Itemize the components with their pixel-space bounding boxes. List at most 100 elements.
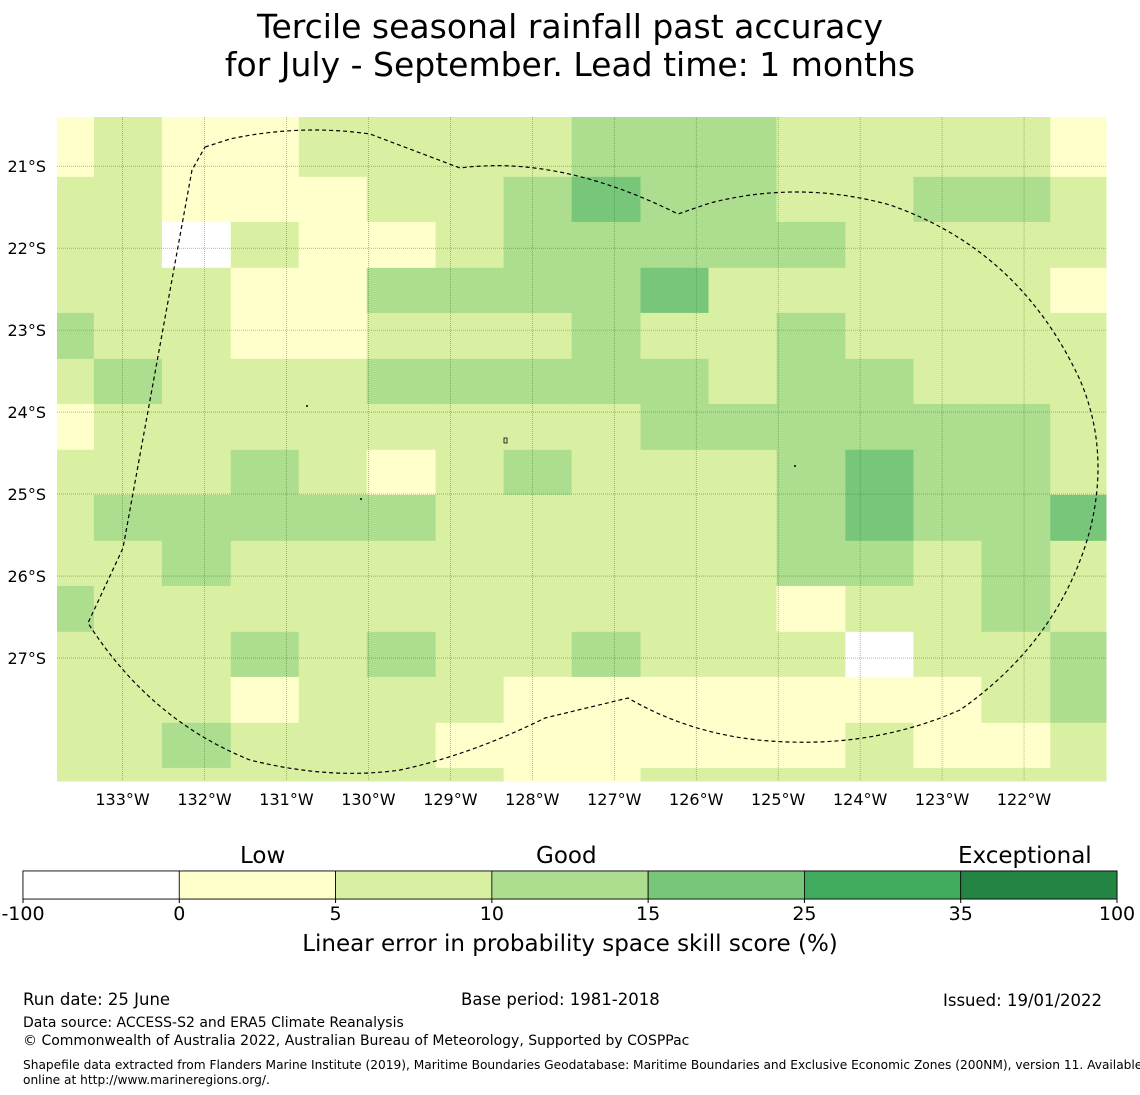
skill-cell: [913, 358, 982, 405]
skill-cell: [981, 585, 1051, 633]
skill-cell: [435, 631, 505, 678]
skill-cell: [913, 767, 982, 782]
skill-cell: [298, 631, 368, 678]
skill-cell: [776, 358, 846, 405]
skill-cell: [57, 722, 95, 769]
skill-cell: [708, 767, 778, 782]
skill-cell: [298, 585, 368, 633]
skill-cell: [708, 176, 778, 223]
skill-cell: [230, 494, 300, 542]
skill-cell: [161, 312, 232, 360]
longitude-tick-label: 133°W: [95, 790, 150, 809]
skill-cell: [435, 722, 505, 769]
skill-cell: [93, 449, 163, 496]
skill-cell: [298, 176, 368, 223]
skill-cell: [230, 722, 300, 769]
skill-cell: [845, 449, 914, 496]
skill-cell: [571, 631, 642, 678]
colorbar-segment: [335, 870, 493, 900]
skill-cell: [366, 585, 437, 633]
issued-date: Issued: 19/01/2022: [943, 991, 1103, 1010]
skill-cell: [571, 312, 642, 360]
skill-cell: [230, 117, 300, 178]
skill-cell: [435, 676, 505, 724]
skill-cell: [708, 267, 778, 314]
skill-cell: [981, 631, 1051, 678]
skill-cell: [366, 403, 437, 451]
skill-cell: [93, 585, 163, 633]
skill-cell: [913, 540, 982, 587]
colorbar-tick-label: 25: [792, 903, 816, 925]
colorbar-tick-label: 15: [636, 903, 660, 925]
longitude-tick-label: 128°W: [505, 790, 560, 809]
skill-cell: [230, 403, 300, 451]
skill-cell: [161, 494, 232, 542]
skill-cell: [503, 176, 573, 223]
skill-cell: [435, 494, 505, 542]
colorbar-tick-label: 35: [949, 903, 973, 925]
skill-cell: [57, 494, 95, 542]
skill-cell: [845, 403, 914, 451]
skill-cell: [366, 767, 437, 782]
skill-cell: [57, 176, 95, 223]
skill-cell: [571, 117, 642, 178]
skill-cell: [571, 449, 642, 496]
skill-cell: [1050, 585, 1107, 633]
skill-cell: [435, 767, 505, 782]
skill-cell: [57, 449, 95, 496]
latitude-tick-label: 22°S: [7, 239, 46, 258]
skill-cell: [93, 267, 163, 314]
colorbar-tick-label: 5: [330, 903, 342, 925]
run-date: Run date: 25 June: [23, 990, 171, 1009]
skill-cell: [161, 117, 232, 178]
skill-cell: [298, 267, 368, 314]
map-title-line-1: Tercile seasonal rainfall past accuracy: [256, 7, 884, 46]
skill-cell: [1050, 358, 1107, 405]
skill-cell: [776, 176, 846, 223]
skill-cell: [776, 267, 846, 314]
skill-cell: [776, 221, 846, 269]
skill-cell: [571, 267, 642, 314]
skill-cell: [503, 631, 573, 678]
skill-cell: [845, 722, 914, 769]
skill-cell: [503, 449, 573, 496]
skill-cell: [1050, 540, 1107, 587]
skill-cell: [776, 312, 846, 360]
skill-cell: [708, 403, 778, 451]
skill-cell: [776, 540, 846, 587]
skill-cell: [708, 676, 778, 724]
skill-cell: [640, 631, 710, 678]
skill-cell: [366, 676, 437, 724]
skill-cell: [298, 312, 368, 360]
skill-cell: [161, 631, 232, 678]
skill-cell: [366, 221, 437, 269]
skill-cell: [503, 221, 573, 269]
skill-cell: [1050, 176, 1107, 223]
skill-cell: [298, 494, 368, 542]
skill-cell: [1050, 494, 1107, 542]
skill-cell: [435, 449, 505, 496]
skill-cell: [161, 585, 232, 633]
skill-cell: [93, 403, 163, 451]
skill-cell: [1050, 267, 1107, 314]
skill-cell: [640, 267, 710, 314]
skill-cell: [981, 676, 1051, 724]
colorbar-segment: [960, 870, 1118, 900]
colorbar-label-low: Low: [240, 843, 286, 869]
skill-cell: [571, 176, 642, 223]
skill-cell: [913, 585, 982, 633]
longitude-tick-label: 127°W: [587, 790, 642, 809]
skill-cell: [298, 449, 368, 496]
skill-cell: [640, 585, 710, 633]
skill-cell: [93, 722, 163, 769]
skill-cell: [913, 631, 982, 678]
skill-cell: [230, 676, 300, 724]
skill-cell: [93, 221, 163, 269]
colorbar-tick-label: -100: [1, 903, 44, 925]
latitude-tick-label: 27°S: [7, 649, 46, 668]
skill-cell: [1050, 403, 1107, 451]
skill-cell: [845, 767, 914, 782]
skill-cell: [913, 722, 982, 769]
skill-cell: [981, 312, 1051, 360]
skill-cell: [57, 585, 95, 633]
